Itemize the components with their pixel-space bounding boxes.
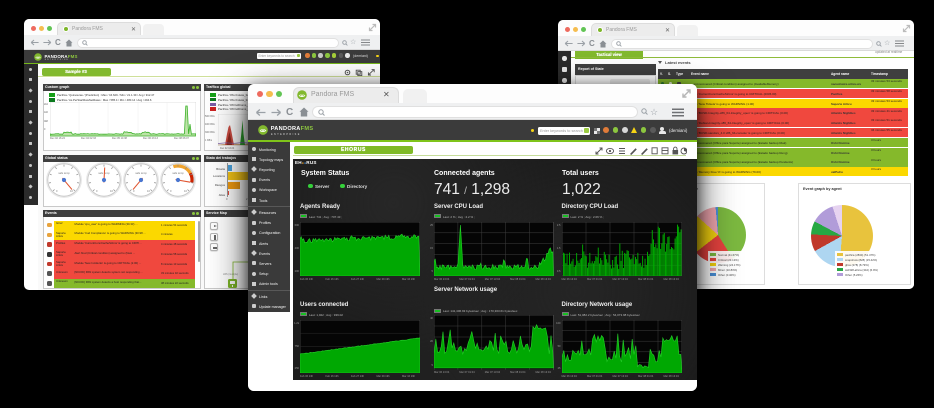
svg-text:10: 10 (184, 189, 187, 193)
svg-text:10: 10 (70, 189, 73, 193)
svg-text:safe temp: safe temp (172, 171, 184, 175)
svg-text:0: 0 (96, 189, 98, 193)
svg-text:0: 0 (56, 189, 58, 193)
svg-text:safe temp: safe temp (135, 171, 147, 175)
svg-text:10: 10 (147, 189, 150, 193)
svg-text:0: 0 (133, 189, 135, 193)
svg-text:10: 10 (110, 189, 113, 193)
svg-text:0: 0 (170, 189, 172, 193)
svg-text:safe temp: safe temp (59, 171, 71, 175)
